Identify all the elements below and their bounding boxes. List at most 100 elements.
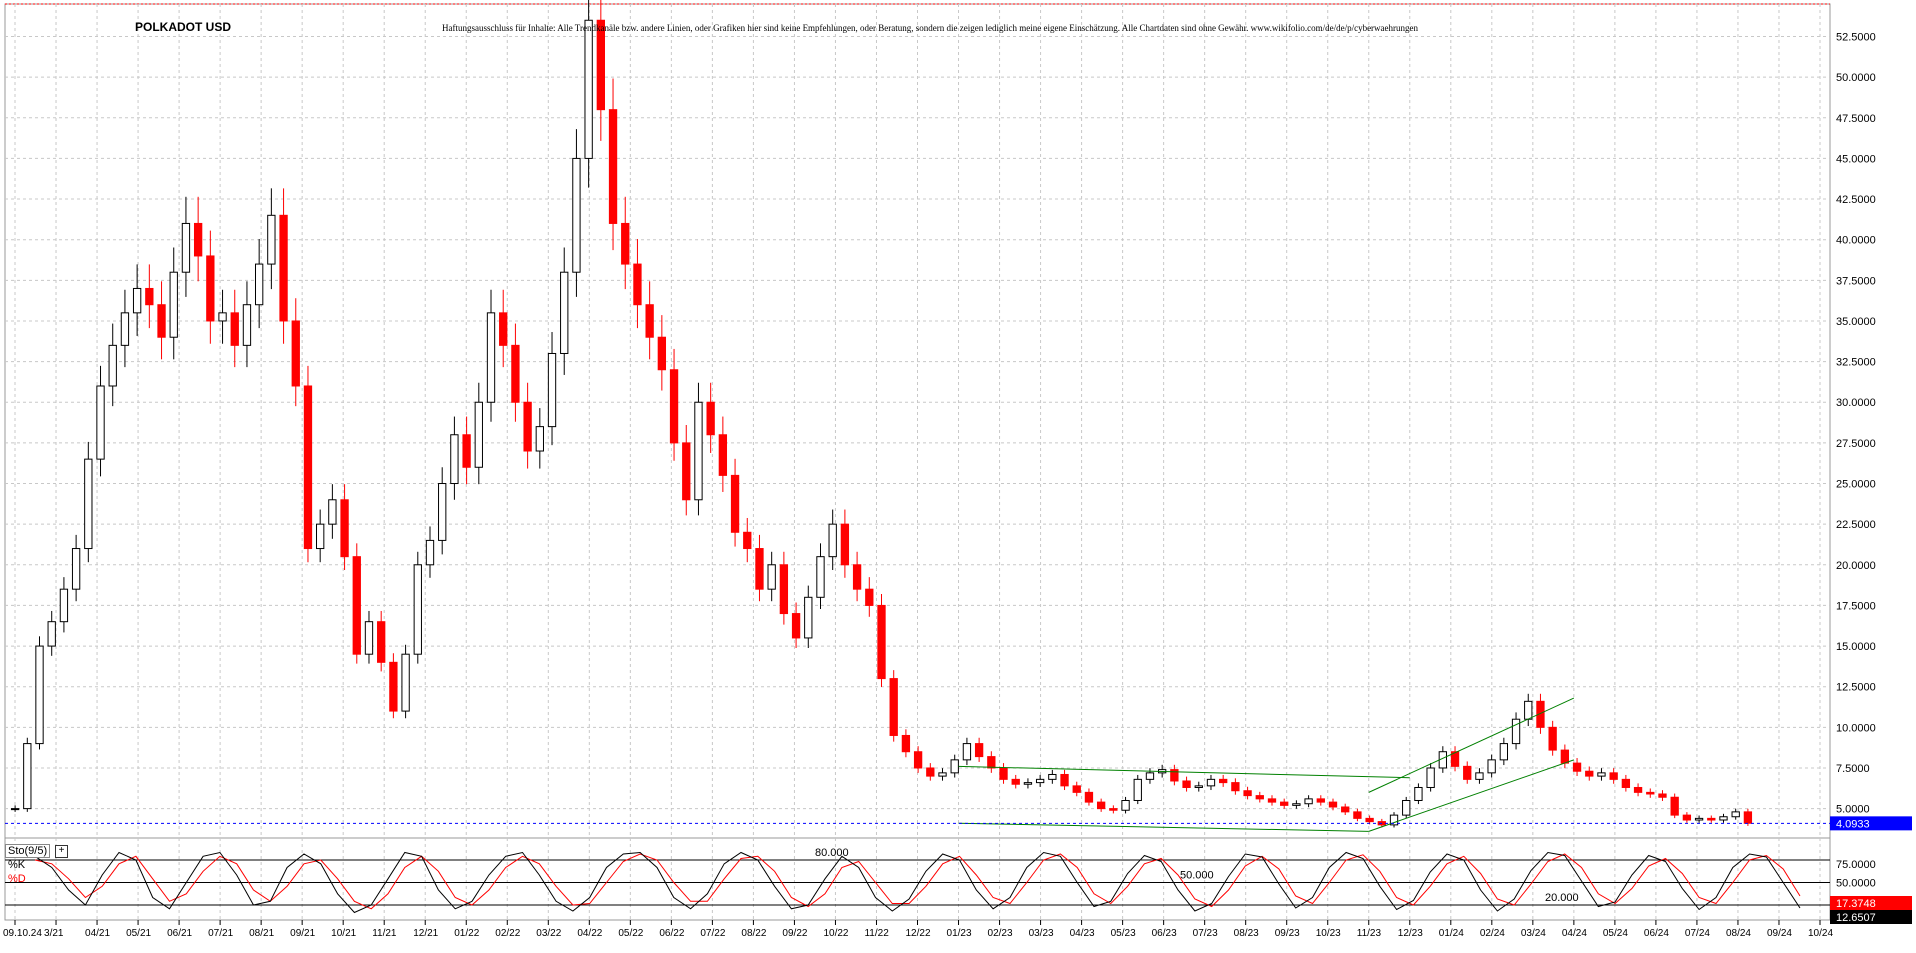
price-y-tick-label: 7.5000 xyxy=(1836,763,1870,775)
d-value-badge xyxy=(1830,910,1912,924)
stochastic-y-tick-label: 75.0000 xyxy=(1836,859,1876,871)
trendline xyxy=(1368,759,1575,832)
candle-body xyxy=(474,401,483,468)
candle-body xyxy=(316,523,325,550)
x-tick-label: 05/22 xyxy=(618,928,643,939)
candle-body xyxy=(608,109,618,224)
price-y-tick-label: 40.0000 xyxy=(1836,235,1876,247)
candle-body xyxy=(291,320,300,387)
candle-body xyxy=(401,653,410,712)
candle-body xyxy=(352,556,361,655)
price-y-tick-label: 52.5000 xyxy=(1836,32,1876,44)
x-tick-label: 08/24 xyxy=(1726,928,1751,939)
d-value-label: 12.6507 xyxy=(1836,912,1876,924)
candle-body xyxy=(1304,798,1313,805)
candle-body xyxy=(633,263,642,306)
stochastic-indicator-label[interactable]: Sto(9/5) xyxy=(5,844,51,858)
candle-body xyxy=(816,556,825,598)
candle-body xyxy=(828,523,837,558)
x-tick-label: 10/23 xyxy=(1316,928,1341,939)
price-y-tick-label: 17.5000 xyxy=(1836,600,1876,612)
candle-body xyxy=(1450,751,1460,767)
x-tick-label: 10/22 xyxy=(823,928,848,939)
candle-body xyxy=(877,604,886,680)
candle-body xyxy=(303,385,313,550)
candle-body xyxy=(23,743,32,810)
candle-body xyxy=(804,596,813,639)
x-tick-label: 04/22 xyxy=(577,928,602,939)
candle-body xyxy=(706,401,715,436)
candle-body xyxy=(1487,759,1496,774)
candle-body xyxy=(84,458,93,550)
candle-body xyxy=(1206,778,1216,787)
d-legend-label: %D xyxy=(8,873,26,885)
candle-body xyxy=(1182,780,1191,788)
x-tick-label: 06/23 xyxy=(1152,928,1177,939)
candle-body xyxy=(425,539,435,566)
candle-body xyxy=(340,499,349,558)
candle-body xyxy=(1316,798,1325,803)
candle-body xyxy=(1670,796,1679,816)
x-tick-label: 11/23 xyxy=(1357,928,1382,939)
candle-body xyxy=(1633,786,1643,793)
candle-body xyxy=(1694,817,1704,821)
price-y-tick-label: 32.5000 xyxy=(1836,357,1876,369)
k-legend-label: %K xyxy=(8,859,26,871)
candle-body xyxy=(1426,767,1435,788)
candle-body xyxy=(865,588,874,606)
candle-body xyxy=(1597,772,1606,777)
candle-body xyxy=(1572,762,1582,772)
stochastic-level-label: 50.000 xyxy=(1180,870,1214,882)
candle-body xyxy=(682,442,691,501)
price-y-tick-label: 12.5000 xyxy=(1836,682,1876,694)
candle-body xyxy=(547,352,557,428)
candle-body xyxy=(1389,814,1399,826)
candle-body xyxy=(438,483,447,541)
add-indicator-button[interactable]: + xyxy=(55,845,68,858)
price-y-tick-label: 50.0000 xyxy=(1836,72,1876,84)
candle-body xyxy=(1609,772,1618,780)
candle-body xyxy=(1048,773,1057,780)
price-y-tick-label: 15.0000 xyxy=(1836,641,1876,653)
x-tick-label: 01/24 xyxy=(1439,928,1464,939)
candle-body xyxy=(486,312,496,403)
candle-body xyxy=(950,759,959,774)
candle-body xyxy=(413,564,422,655)
candle-body xyxy=(523,401,532,452)
candle-body xyxy=(999,767,1008,780)
candle-body xyxy=(10,808,20,811)
x-tick-label: 01/22 xyxy=(454,928,479,939)
candle-body xyxy=(1133,778,1142,801)
x-tick-label: 3/21 xyxy=(44,928,64,939)
price-y-tick-label: 25.0000 xyxy=(1836,479,1876,491)
candle-body xyxy=(1682,814,1692,821)
candle-body xyxy=(1292,803,1301,806)
candle-body xyxy=(913,751,923,769)
price-y-tick-label: 37.5000 xyxy=(1836,275,1876,287)
candle-body xyxy=(389,661,398,712)
x-tick-label: 08/22 xyxy=(741,928,766,939)
candle-body xyxy=(779,564,789,615)
x-tick-label: 02/22 xyxy=(495,928,520,939)
candle-body xyxy=(1707,817,1716,821)
candle-body xyxy=(938,772,947,777)
candle-body xyxy=(669,369,679,444)
candle-body xyxy=(364,621,374,655)
candle-body xyxy=(1560,749,1570,764)
price-y-tick-label: 10.0000 xyxy=(1836,722,1876,734)
x-tick-label: 12/22 xyxy=(906,928,931,939)
price-y-tick-label: 20.0000 xyxy=(1836,560,1876,572)
candle-body xyxy=(71,548,81,590)
candle-body xyxy=(1463,765,1472,780)
x-tick-label: 09/23 xyxy=(1275,928,1300,939)
x-tick-label: 05/23 xyxy=(1111,928,1136,939)
candle-body xyxy=(1646,791,1655,795)
candle-body xyxy=(584,19,593,159)
candle-body xyxy=(1219,778,1228,784)
candle-body xyxy=(120,312,130,346)
candle-body xyxy=(1353,811,1362,819)
candle-body xyxy=(1109,808,1118,811)
candle-body xyxy=(730,474,740,533)
